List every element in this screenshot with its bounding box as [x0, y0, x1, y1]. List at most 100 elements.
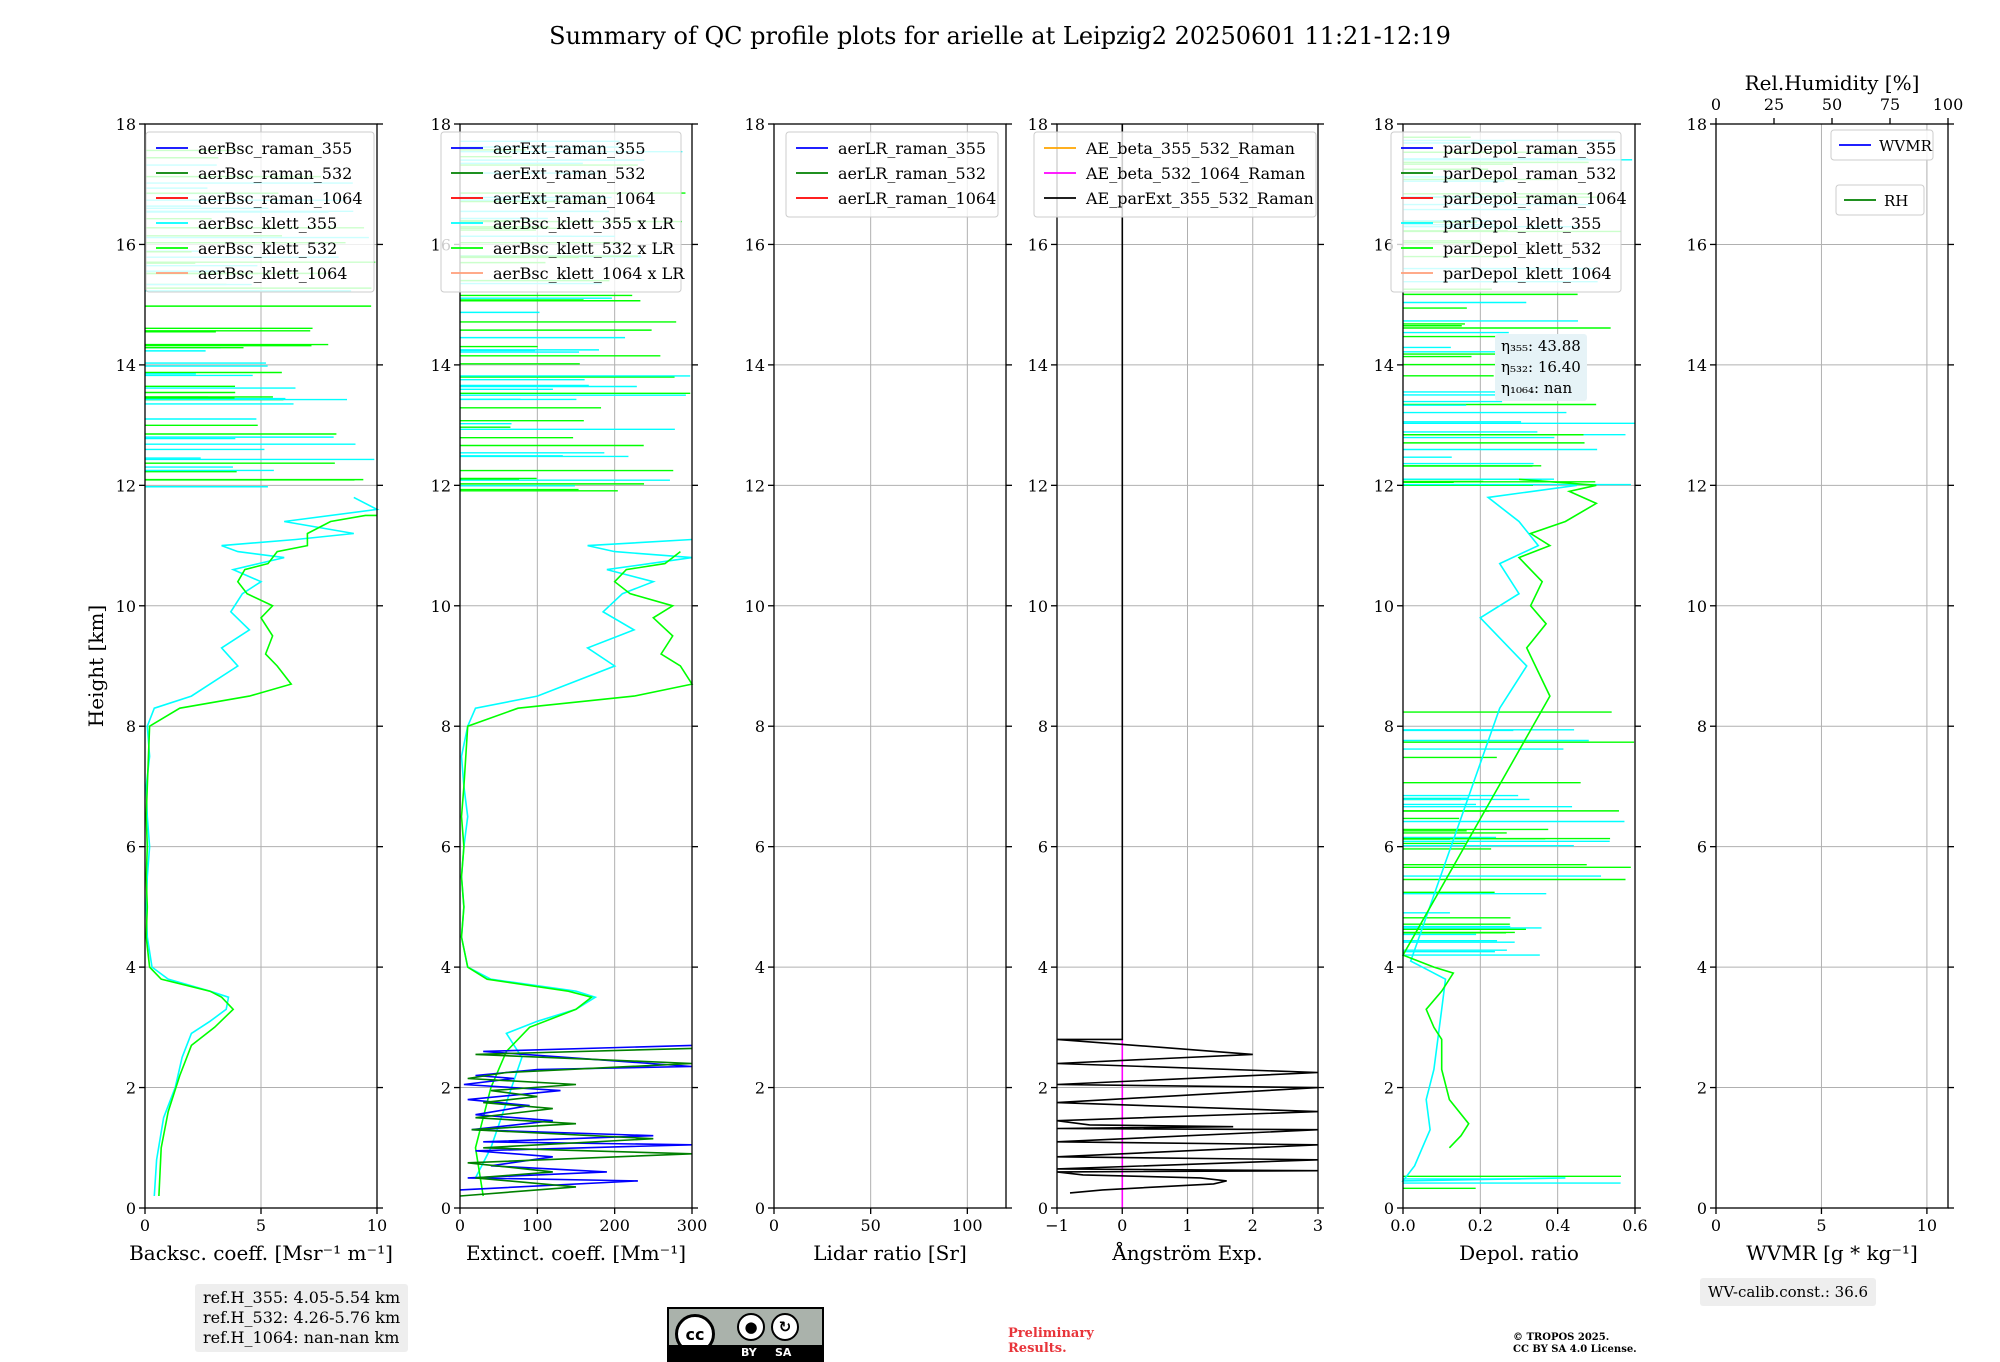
- y-tick-label: 16: [745, 235, 765, 254]
- x-tick-label: 300: [677, 1216, 708, 1235]
- legend-label: aerBsc_raman_532: [198, 164, 352, 183]
- legend-box: [1033, 131, 1317, 218]
- legend-label: AE_parExt_355_532_Raman: [1085, 189, 1314, 208]
- y-tick-label: 4: [126, 958, 136, 977]
- legend-label: parDepol_klett_355: [1443, 214, 1601, 233]
- y-tick-label: 10: [1374, 597, 1394, 616]
- eta-355: η₃₅₅: 43.88: [1501, 337, 1581, 355]
- series-pardepol-klett-532: [1401, 478, 1599, 1149]
- copyright-line-2: CC BY SA 4.0 License.: [1513, 1344, 1637, 1355]
- y-tick-label: 14: [1687, 356, 1707, 375]
- x-tick-label: 5: [1816, 1216, 1826, 1235]
- x-axis-label: WVMR [g * kg⁻¹]: [1746, 1241, 1918, 1265]
- y-tick-label: 0: [755, 1199, 765, 1218]
- axes-frame: [1402, 123, 1636, 1209]
- x2-tick-label: 25: [1764, 95, 1784, 114]
- legend-box: [785, 131, 999, 218]
- x-tick-label: 0.6: [1622, 1216, 1647, 1235]
- y-tick-label: 8: [1384, 717, 1394, 736]
- y-tick-label: 4: [441, 958, 451, 977]
- legend-label: aerBsc_raman_355: [198, 139, 352, 158]
- reference-height-box: ref.H_355: 4.05-5.54 km ref.H_532: 4.26-…: [195, 1284, 409, 1352]
- y-tick-label: 14: [745, 356, 765, 375]
- by-person-icon: ●: [737, 1313, 765, 1341]
- eta-532: η₅₃₂: 16.40: [1501, 358, 1581, 376]
- x-tick-label: −1: [1045, 1216, 1069, 1235]
- y-tick-label: 12: [116, 476, 136, 495]
- legend-label: aerBsc_raman_1064: [198, 189, 363, 208]
- y-tick-label: 0: [1697, 1199, 1707, 1218]
- x-tick-label: 0: [455, 1216, 465, 1235]
- x-axis-label: Extinct. coeff. [Mm⁻¹]: [466, 1241, 686, 1265]
- x-tick-label: 10: [1917, 1216, 1937, 1235]
- legend-box: [145, 131, 375, 293]
- y-tick-label: 8: [1038, 717, 1048, 736]
- panel-1: 0 2 4 6 8 10 12 14 16 18 0 5 10 Backsc. coeff. [Msr⁻¹…: [84, 115, 393, 1265]
- y-tick-label: 4: [1384, 958, 1394, 977]
- series-aerbsc-klett-355: [145, 496, 380, 1197]
- series-ae-parext-355-532-raman: [1056, 124, 1319, 1194]
- x-tick-label: 0.0: [1390, 1216, 1415, 1235]
- x-axis-label: Ångström Exp.: [1111, 1240, 1262, 1265]
- y-tick-label: 2: [1038, 1079, 1048, 1098]
- legend-label: aerLR_raman_355: [838, 139, 986, 158]
- legend-label: aerBsc_klett_1064: [198, 264, 347, 283]
- legend-label: aerBsc_klett_355: [198, 214, 337, 233]
- axes-frame: [1715, 123, 1949, 1209]
- eta-box: η₃₅₅: 43.88 η₅₃₂: 16.40 η₁₀₆₄: nan: [1495, 334, 1587, 401]
- x2-tick-label: 75: [1880, 95, 1900, 114]
- y-tick-label: 12: [1687, 476, 1707, 495]
- y-tick-label: 18: [431, 115, 451, 134]
- y-tick-label: 14: [116, 356, 136, 375]
- y-tick-label: 0: [1384, 1199, 1394, 1218]
- legend-label: parDepol_klett_1064: [1443, 264, 1612, 283]
- y-tick-label: 14: [431, 356, 451, 375]
- x-tick-label: 3: [1313, 1216, 1323, 1235]
- y-tick-label: 4: [1697, 958, 1707, 977]
- y-tick-label: 8: [1697, 717, 1707, 736]
- panel-5: 0 2 4 6 8 10 12 14 16 18 0.0 0.2 0.4 0.6 Depol. ratio p…: [1374, 115, 1648, 1265]
- y-tick-label: 2: [441, 1079, 451, 1098]
- x-tick-label: 10: [367, 1216, 387, 1235]
- panel-2: 0246810121416180100200300Extinct. coeff.…: [431, 115, 708, 1265]
- y-tick-label: 12: [1028, 476, 1048, 495]
- legend-label: aerExt_raman_1064: [493, 189, 656, 208]
- ref-height-1064: ref.H_1064: nan-nan km: [203, 1328, 400, 1347]
- share-alike-icon: ↻: [771, 1313, 799, 1341]
- y-tick-label: 18: [745, 115, 765, 134]
- y-tick-label: 18: [1374, 115, 1394, 134]
- y-tick-label: 6: [755, 838, 765, 857]
- y-tick-label: 4: [1038, 958, 1048, 977]
- sa-label: SA: [775, 1346, 792, 1359]
- y-tick-label: 12: [1374, 476, 1394, 495]
- legend-label: parDepol_raman_532: [1443, 164, 1616, 183]
- legend-label: parDepol_raman_1064: [1443, 189, 1627, 208]
- x2-tick-label: 100: [1933, 95, 1964, 114]
- y-tick-label: 8: [126, 717, 136, 736]
- y-tick-label: 6: [1697, 838, 1707, 857]
- eta-1064: η₁₀₆₄: nan: [1501, 379, 1573, 397]
- series-pardepol-klett-355: [1401, 484, 1578, 1182]
- y-tick-label: 12: [745, 476, 765, 495]
- wv-calib-box: WV-calib.const.: 36.6: [1700, 1278, 1877, 1306]
- x-tick-label: 200: [599, 1216, 630, 1235]
- wv-calib-const: WV-calib.const.: 36.6: [1708, 1283, 1869, 1301]
- y-tick-label: 16: [1374, 235, 1394, 254]
- x-tick-label: 0: [1117, 1216, 1127, 1235]
- x-axis-label: Depol. ratio: [1459, 1241, 1579, 1265]
- y-tick-label: 6: [441, 838, 451, 857]
- y-tick-label: 14: [1028, 356, 1048, 375]
- y-tick-label: 10: [1687, 597, 1707, 616]
- legend-label: aerLR_raman_1064: [838, 189, 996, 208]
- axes-frame: [459, 123, 693, 1209]
- legend-label: AE_beta_532_1064_Raman: [1085, 164, 1305, 183]
- x-tick-label: 5: [256, 1216, 266, 1235]
- legend-label: RH: [1884, 192, 1908, 210]
- axes-frame: [773, 123, 1007, 1209]
- x2-tick-label: 0: [1711, 95, 1721, 114]
- license-bar: [669, 1345, 822, 1360]
- legend-label: AE_beta_355_532_Raman: [1085, 139, 1295, 158]
- x-tick-label: 0: [769, 1216, 779, 1235]
- preliminary-line-2: Results.: [1008, 1341, 1067, 1356]
